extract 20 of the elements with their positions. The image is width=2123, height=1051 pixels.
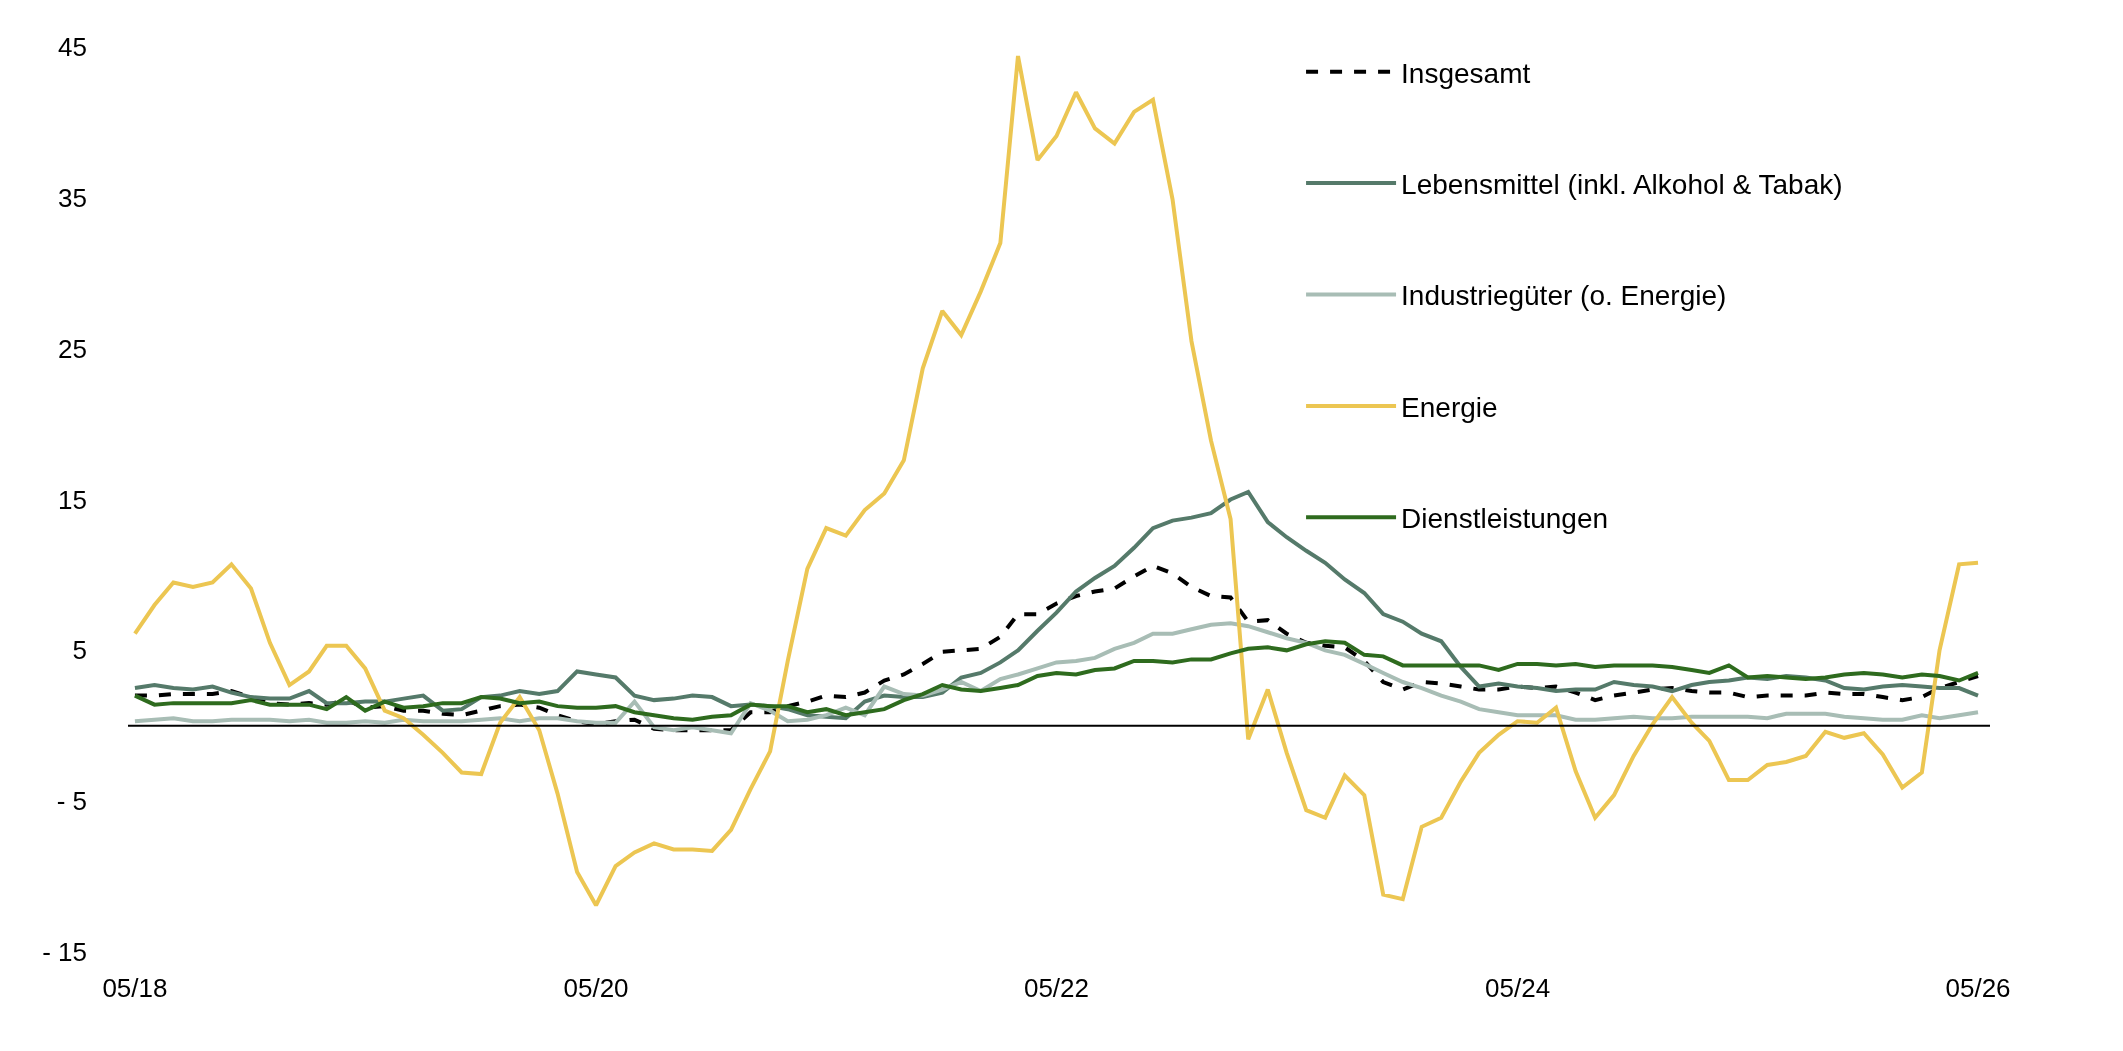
y-tick-label: 25 (58, 333, 87, 364)
line-series (132, 639, 1981, 722)
x-tick-label: 05/20 (563, 973, 629, 1003)
y-tick-label: 45 (58, 32, 87, 63)
y-tick-label: 5 (72, 635, 87, 666)
legend-label: Energie (1401, 391, 1498, 423)
legend-label: Insgesamt (1401, 57, 1531, 89)
x-tick-label: 05/26 (1945, 973, 2011, 1003)
y-tick-label: 35 (58, 182, 87, 213)
x-tick-label: 05/18 (102, 973, 168, 1003)
x-tick-label: 05/22 (1023, 973, 1090, 1003)
line-series (132, 54, 1981, 908)
x-tick-label: 05/24 (1485, 973, 1551, 1003)
y-tick-label: - 15 (42, 937, 87, 968)
legend-label: Dienstleistungen (1401, 503, 1609, 535)
y-tick-label: 15 (58, 484, 87, 515)
legend-label: Lebensmittel (inkl. Alkohol & Tabak) (1401, 169, 1843, 201)
legend-label: Industriegüter (o. Energie) (1401, 280, 1727, 312)
y-tick-label: - 5 (56, 786, 87, 817)
line-series (132, 621, 1981, 736)
